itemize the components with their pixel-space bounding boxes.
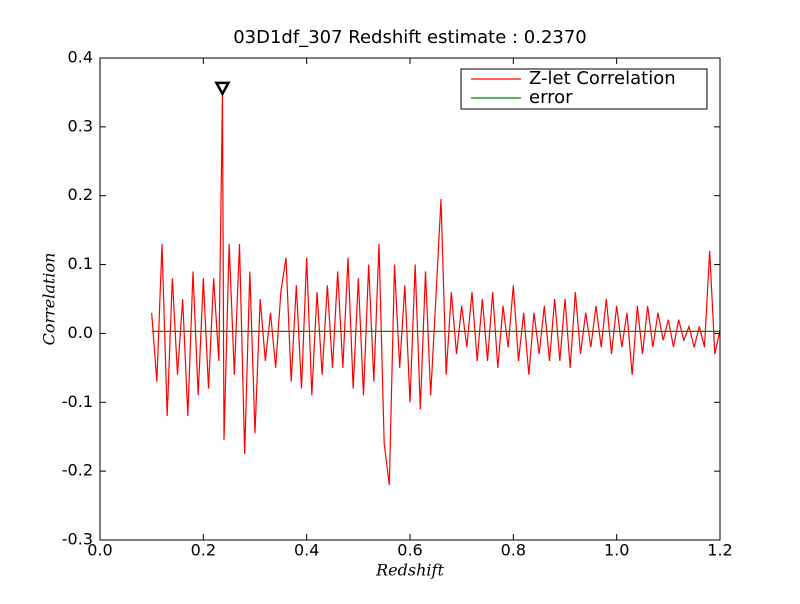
data-line	[151, 95, 721, 485]
y-tick-label: 0.0	[68, 323, 93, 342]
x-tick-label: 0.4	[294, 541, 319, 560]
y-tick-label: 0.1	[68, 254, 93, 273]
x-tick-label: 0.2	[191, 541, 216, 560]
legend-label: Z-let Correlation	[529, 68, 676, 89]
y-tick-label: 0.2	[68, 185, 93, 204]
y-tick-label: -0.1	[62, 392, 93, 411]
y-axis-label: Correlation	[40, 253, 59, 346]
x-tick-label: 1.2	[707, 541, 732, 560]
chart-title: 03D1df_307 Redshift estimate : 0.2370	[233, 27, 587, 48]
x-tick-label: 0.0	[87, 541, 112, 560]
y-tick-label: 0.4	[68, 48, 93, 67]
y-tick-label: -0.3	[62, 530, 93, 549]
y-tick-label: -0.2	[62, 461, 93, 480]
legend-box	[460, 68, 708, 110]
peak-marker	[214, 81, 231, 97]
x-tick-label: 0.6	[397, 541, 422, 560]
x-tick-label: 1.0	[604, 541, 629, 560]
x-tick-label: 0.8	[501, 541, 526, 560]
y-tick-label: 0.3	[68, 116, 93, 135]
legend-label: error	[529, 87, 573, 108]
plot-frame	[99, 57, 721, 541]
x-axis-label: Redshift	[375, 561, 444, 580]
